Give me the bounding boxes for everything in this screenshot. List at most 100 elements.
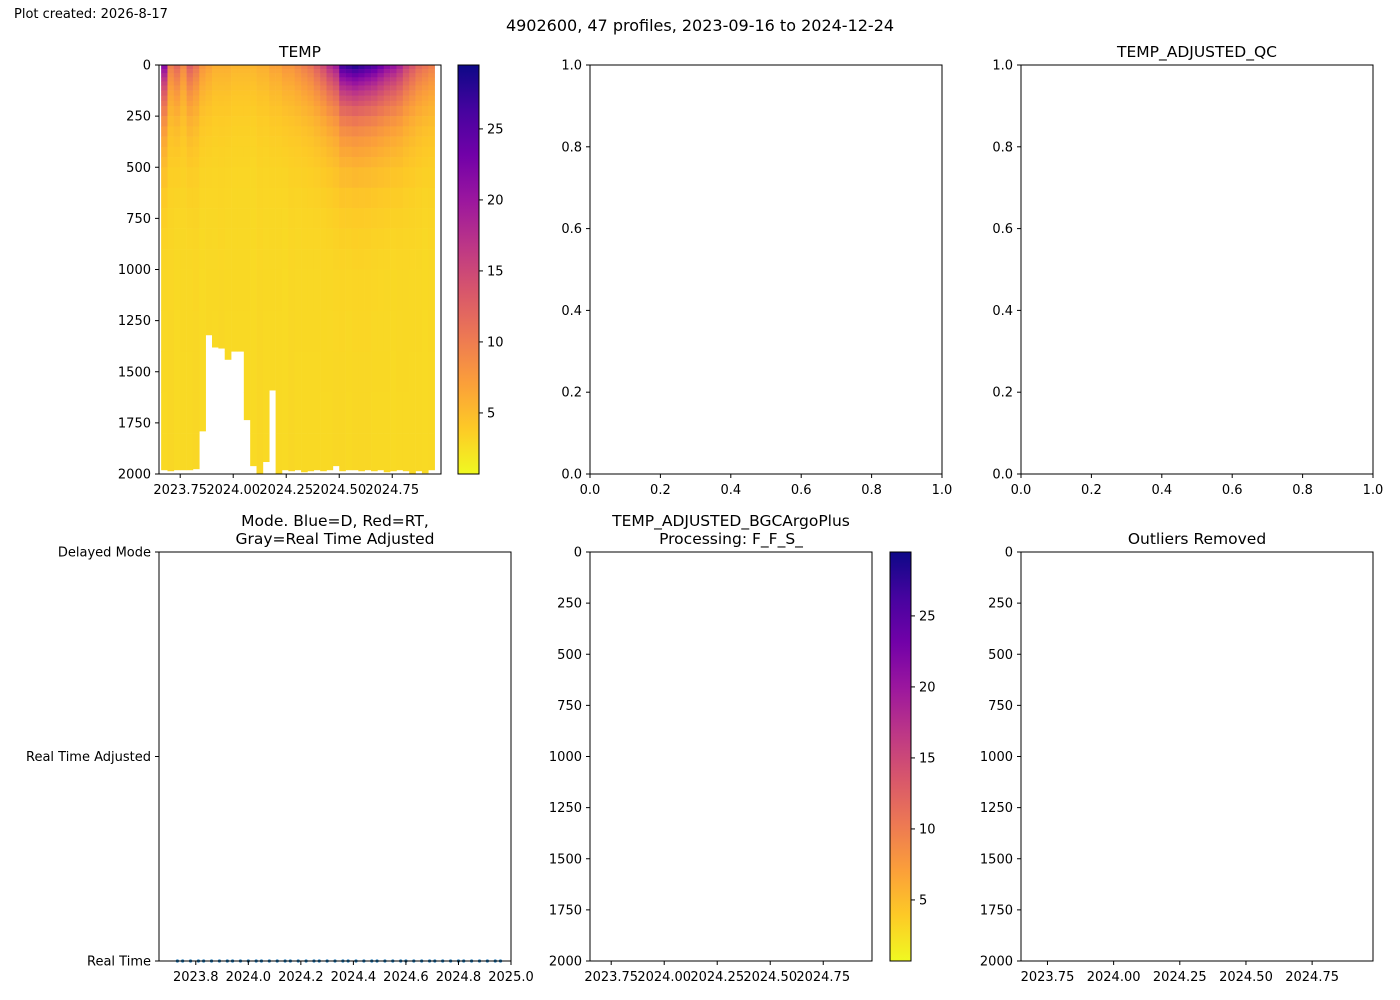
axes-title: TEMP_ADJUSTED_QC	[1116, 43, 1277, 62]
temp-cell	[237, 167, 245, 188]
temp-cell	[231, 146, 238, 158]
temp-cell	[269, 249, 276, 270]
colorbar-tick-label: 5	[487, 406, 495, 421]
temp-profile	[313, 65, 321, 471]
temp-cell	[269, 73, 276, 78]
temp-cell	[371, 81, 378, 86]
temp-cell	[345, 95, 353, 102]
temp-cell	[421, 433, 429, 474]
temp-cell	[262, 85, 270, 91]
temp-cell	[301, 310, 308, 352]
temp-cell	[358, 310, 365, 352]
temp-cell	[224, 269, 232, 311]
temp-cell	[313, 167, 321, 188]
temp-cell	[192, 157, 200, 168]
temp-cell	[250, 269, 257, 311]
temp-cell	[250, 69, 257, 74]
temp-cell	[250, 85, 257, 91]
temp-cell	[428, 136, 435, 148]
temp-cell	[256, 73, 264, 78]
temp-cell	[371, 90, 378, 96]
temp-cell	[161, 136, 168, 148]
temp-cell	[173, 187, 181, 209]
temp-cell	[281, 136, 289, 148]
temp-cell	[371, 85, 378, 91]
temp-cell	[275, 77, 283, 82]
figure-suptitle: 4902600, 47 profiles, 2023-09-16 to 2024…	[505, 16, 895, 35]
temp-cell	[161, 269, 168, 311]
temp-cell	[339, 228, 346, 250]
temp-cell	[212, 95, 219, 102]
temp-cell	[320, 85, 327, 91]
temp-profile	[339, 65, 346, 472]
temp-cell	[231, 310, 238, 352]
y-tick-label: 1000	[980, 750, 1013, 765]
temp-cell	[275, 208, 283, 229]
temp-cell	[288, 269, 295, 311]
temp-cell	[294, 126, 302, 137]
temp-cell	[243, 167, 251, 188]
temp-cell	[256, 69, 264, 74]
temp-cell	[294, 73, 302, 78]
y-tick-label: 0	[143, 59, 151, 74]
temp-cell	[250, 249, 257, 270]
temp-cell	[339, 90, 346, 96]
temp-cell	[173, 351, 181, 393]
temp-cell	[301, 95, 308, 102]
temp-cell	[218, 167, 226, 188]
temp-cell	[161, 392, 168, 434]
temp-profile	[180, 65, 187, 471]
temp-cell	[332, 157, 340, 168]
temp-cell	[186, 310, 194, 352]
temp-cell	[250, 65, 257, 70]
temp-cell	[415, 433, 423, 472]
y-tick-label: Real Time Adjusted	[26, 750, 151, 765]
temp-cell	[339, 65, 346, 70]
temp-profile	[275, 65, 283, 474]
temp-cell	[262, 146, 270, 158]
temp-cell	[377, 157, 385, 168]
temp-cell	[396, 351, 404, 393]
temp-cell	[313, 208, 321, 229]
temp-cell	[281, 157, 289, 168]
temp-cell	[326, 392, 334, 434]
temp-cell	[192, 69, 200, 74]
temp-cell	[358, 187, 365, 209]
colorbar-gradient	[457, 64, 480, 475]
temp-cell	[396, 167, 404, 188]
y-tick-label: 1500	[980, 852, 1013, 867]
temp-cell	[262, 351, 270, 393]
temp-cell	[390, 81, 397, 86]
temp-cell	[402, 77, 410, 82]
temp-cell	[269, 100, 276, 107]
temp-cell	[421, 90, 429, 96]
temp-cell	[313, 105, 321, 117]
temp-cell	[186, 90, 194, 96]
temp-cell	[269, 90, 276, 96]
temp-cell	[351, 351, 359, 393]
y-tick-label: 500	[126, 161, 151, 176]
temp-cell	[224, 65, 232, 70]
temp-cell	[281, 65, 289, 70]
temp-cell	[167, 208, 175, 229]
temp-cell	[332, 69, 340, 74]
temp-cell	[180, 228, 187, 250]
x-tick-label: 2024.50	[312, 483, 366, 498]
temp-cell	[224, 105, 232, 117]
temp-cell	[256, 208, 264, 229]
temp-cell	[377, 167, 385, 188]
colorbar-tick-label: 20	[919, 680, 936, 695]
temp-cell	[218, 249, 226, 270]
temp-cell	[161, 433, 168, 471]
temp-cell	[402, 433, 410, 472]
temp-profile	[281, 65, 289, 471]
temp-cell	[428, 95, 435, 102]
temp-cell	[250, 433, 257, 467]
temp-cell	[237, 77, 245, 82]
temp-cell	[326, 187, 334, 209]
temp-cell	[402, 228, 410, 250]
axes-title-line: Processing: F_F_S_	[659, 530, 803, 549]
temp-cell	[415, 167, 423, 188]
temp-cell	[167, 85, 175, 91]
temp-cell	[351, 85, 359, 91]
